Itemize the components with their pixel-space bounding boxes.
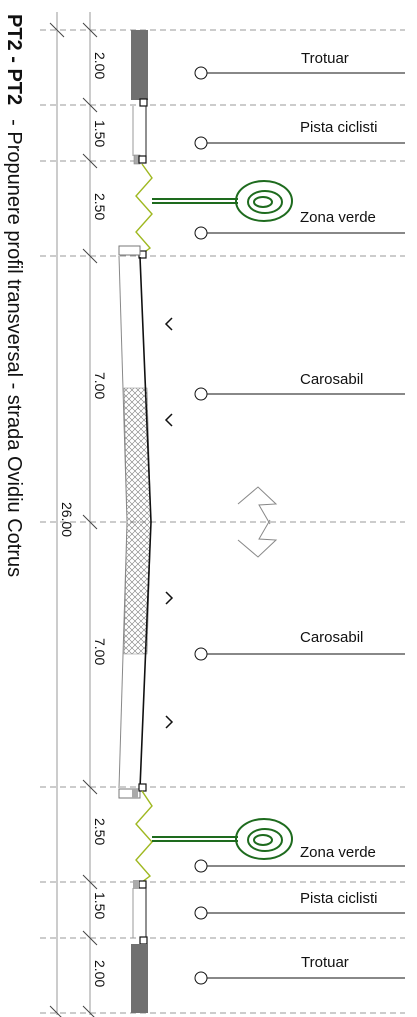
arrow-icon xyxy=(164,317,173,331)
zone-callout: Carosabil xyxy=(194,371,405,401)
zone-label-bike-lane: Pista ciclisti xyxy=(300,890,378,907)
segment-dimension: 1.50 xyxy=(92,120,108,147)
carriageway-edge-top xyxy=(118,245,141,256)
green-strip-top xyxy=(135,163,153,255)
direction-arrows xyxy=(164,317,174,729)
profile-description: - Propunere profil transversal - strada … xyxy=(3,119,25,577)
zone-callout: Pista ciclisti xyxy=(194,119,405,150)
segment-dimension: 2.00 xyxy=(92,52,108,79)
carriageway-edge-bottom xyxy=(118,788,141,799)
zone-label-green-zone: Zona verde xyxy=(300,209,376,226)
segment-dimension: 7.00 xyxy=(92,372,108,399)
segment-dimension: 1.50 xyxy=(92,892,108,919)
arrow-icon xyxy=(165,715,174,729)
zone-label-bike-lane: Pista ciclisti xyxy=(300,119,378,136)
profile-code: PT2 - PT2 xyxy=(3,14,25,105)
dimension-ticks xyxy=(49,22,98,1017)
zone-label-sidewalk: Trotuar xyxy=(301,50,349,67)
green-strip-bottom xyxy=(135,790,153,883)
axis-symbol-icon xyxy=(237,486,278,558)
zone-label-carriageway: Carosabil xyxy=(300,371,363,388)
arrow-icon xyxy=(165,591,174,605)
segment-dimension: 2.00 xyxy=(92,960,108,987)
carriageway-surface xyxy=(139,256,152,789)
zone-callout: Zona verde xyxy=(194,209,405,240)
zone-callout: Pista ciclisti xyxy=(194,890,405,920)
curb-marker xyxy=(139,936,148,945)
zone-callout: Carosabil xyxy=(194,629,405,661)
curb-marker xyxy=(138,783,147,792)
sidewalk-top xyxy=(131,30,148,100)
segment-dimension: 2.50 xyxy=(92,818,108,845)
zone-label-green-zone: Zona verde xyxy=(300,844,376,861)
boundary-lines xyxy=(40,29,405,1014)
curb-marker xyxy=(139,98,148,107)
tree-icon xyxy=(152,180,293,222)
zone-callout: Zona verde xyxy=(194,844,405,873)
zone-callout: Trotuar xyxy=(194,50,405,80)
segment-dimension: 2.50 xyxy=(92,193,108,220)
zone-callout: Trotuar xyxy=(194,954,405,985)
zone-label-sidewalk: Trotuar xyxy=(301,954,349,971)
sidewalk-bottom xyxy=(131,944,148,1013)
tree-icon xyxy=(152,818,293,860)
drawing-title: PT2 - PT2 - Propunere profil transversal… xyxy=(3,14,25,577)
carriageway-outline xyxy=(118,255,128,523)
zone-label-carriageway: Carosabil xyxy=(300,629,363,646)
segment-dimension: 7.00 xyxy=(92,638,108,665)
curb-marker xyxy=(138,880,147,889)
curb-marker xyxy=(138,155,147,164)
arrow-icon xyxy=(164,413,173,427)
total-width-dimension: 26.00 xyxy=(59,502,75,537)
